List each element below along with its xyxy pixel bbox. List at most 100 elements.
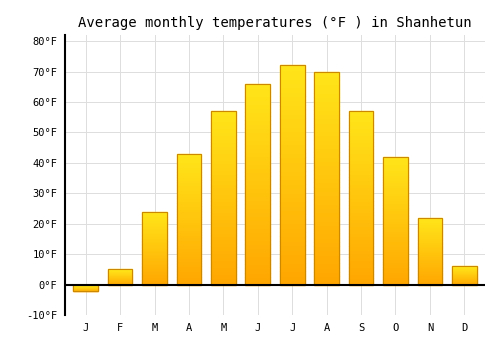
- Bar: [452, 279, 476, 280]
- Bar: [246, 204, 270, 208]
- Bar: [280, 201, 304, 206]
- Bar: [418, 268, 442, 270]
- Bar: [211, 212, 236, 215]
- Bar: [176, 154, 202, 156]
- Bar: [246, 144, 270, 148]
- Bar: [211, 236, 236, 239]
- Bar: [383, 180, 408, 182]
- Bar: [176, 217, 202, 219]
- Bar: [314, 204, 339, 208]
- Bar: [280, 144, 304, 149]
- Bar: [348, 236, 374, 239]
- Bar: [314, 208, 339, 212]
- Bar: [418, 259, 442, 260]
- Bar: [280, 197, 304, 201]
- Bar: [383, 169, 408, 172]
- Bar: [176, 258, 202, 261]
- Bar: [418, 260, 442, 262]
- Bar: [348, 170, 374, 174]
- Bar: [348, 135, 374, 139]
- Bar: [176, 188, 202, 190]
- Bar: [246, 244, 270, 248]
- Title: Average monthly temperatures (°F ) in Shanhetun: Average monthly temperatures (°F ) in Sh…: [78, 16, 472, 30]
- Bar: [142, 231, 167, 232]
- Bar: [211, 135, 236, 139]
- Bar: [314, 127, 339, 131]
- Bar: [452, 278, 476, 279]
- Bar: [383, 162, 408, 164]
- Bar: [176, 230, 202, 232]
- Bar: [211, 229, 236, 232]
- Bar: [280, 131, 304, 135]
- Bar: [348, 167, 374, 170]
- Bar: [383, 172, 408, 175]
- Bar: [280, 170, 304, 175]
- Bar: [280, 267, 304, 271]
- Bar: [452, 268, 476, 269]
- Bar: [418, 240, 442, 242]
- Bar: [280, 96, 304, 100]
- Bar: [348, 219, 374, 222]
- Bar: [348, 229, 374, 232]
- Bar: [246, 208, 270, 212]
- Bar: [246, 160, 270, 164]
- Bar: [383, 274, 408, 277]
- Bar: [176, 180, 202, 182]
- Bar: [142, 223, 167, 225]
- Bar: [142, 280, 167, 282]
- Bar: [246, 260, 270, 265]
- Bar: [418, 251, 442, 252]
- Bar: [348, 271, 374, 274]
- Bar: [314, 118, 339, 122]
- Bar: [246, 216, 270, 220]
- Bar: [142, 226, 167, 228]
- Bar: [348, 215, 374, 219]
- Bar: [176, 182, 202, 185]
- Bar: [246, 96, 270, 100]
- Bar: [142, 217, 167, 219]
- Bar: [418, 222, 442, 223]
- Bar: [280, 219, 304, 223]
- Bar: [246, 188, 270, 192]
- Bar: [142, 220, 167, 222]
- Bar: [280, 276, 304, 280]
- Bar: [176, 198, 202, 201]
- Bar: [383, 261, 408, 264]
- Bar: [348, 264, 374, 267]
- Bar: [211, 232, 236, 236]
- Bar: [176, 190, 202, 193]
- Bar: [418, 218, 442, 219]
- Bar: [142, 266, 167, 267]
- Bar: [246, 273, 270, 277]
- Bar: [142, 232, 167, 233]
- Bar: [280, 193, 304, 197]
- Bar: [383, 175, 408, 177]
- Bar: [314, 71, 339, 76]
- Bar: [314, 106, 339, 110]
- Bar: [452, 275, 476, 276]
- Bar: [211, 219, 236, 222]
- Bar: [246, 84, 270, 285]
- Bar: [314, 276, 339, 280]
- Bar: [452, 283, 476, 284]
- Bar: [246, 120, 270, 124]
- Bar: [176, 261, 202, 264]
- Bar: [211, 139, 236, 142]
- Bar: [211, 184, 236, 187]
- Bar: [280, 271, 304, 276]
- Bar: [348, 257, 374, 260]
- Bar: [452, 281, 476, 282]
- Bar: [348, 201, 374, 205]
- Bar: [314, 199, 339, 204]
- Bar: [314, 80, 339, 84]
- Bar: [211, 257, 236, 260]
- Bar: [246, 236, 270, 240]
- Bar: [418, 252, 442, 254]
- Bar: [314, 182, 339, 187]
- Bar: [418, 218, 442, 285]
- Bar: [142, 233, 167, 235]
- Bar: [176, 274, 202, 277]
- Bar: [348, 181, 374, 184]
- Bar: [280, 105, 304, 109]
- Bar: [142, 236, 167, 238]
